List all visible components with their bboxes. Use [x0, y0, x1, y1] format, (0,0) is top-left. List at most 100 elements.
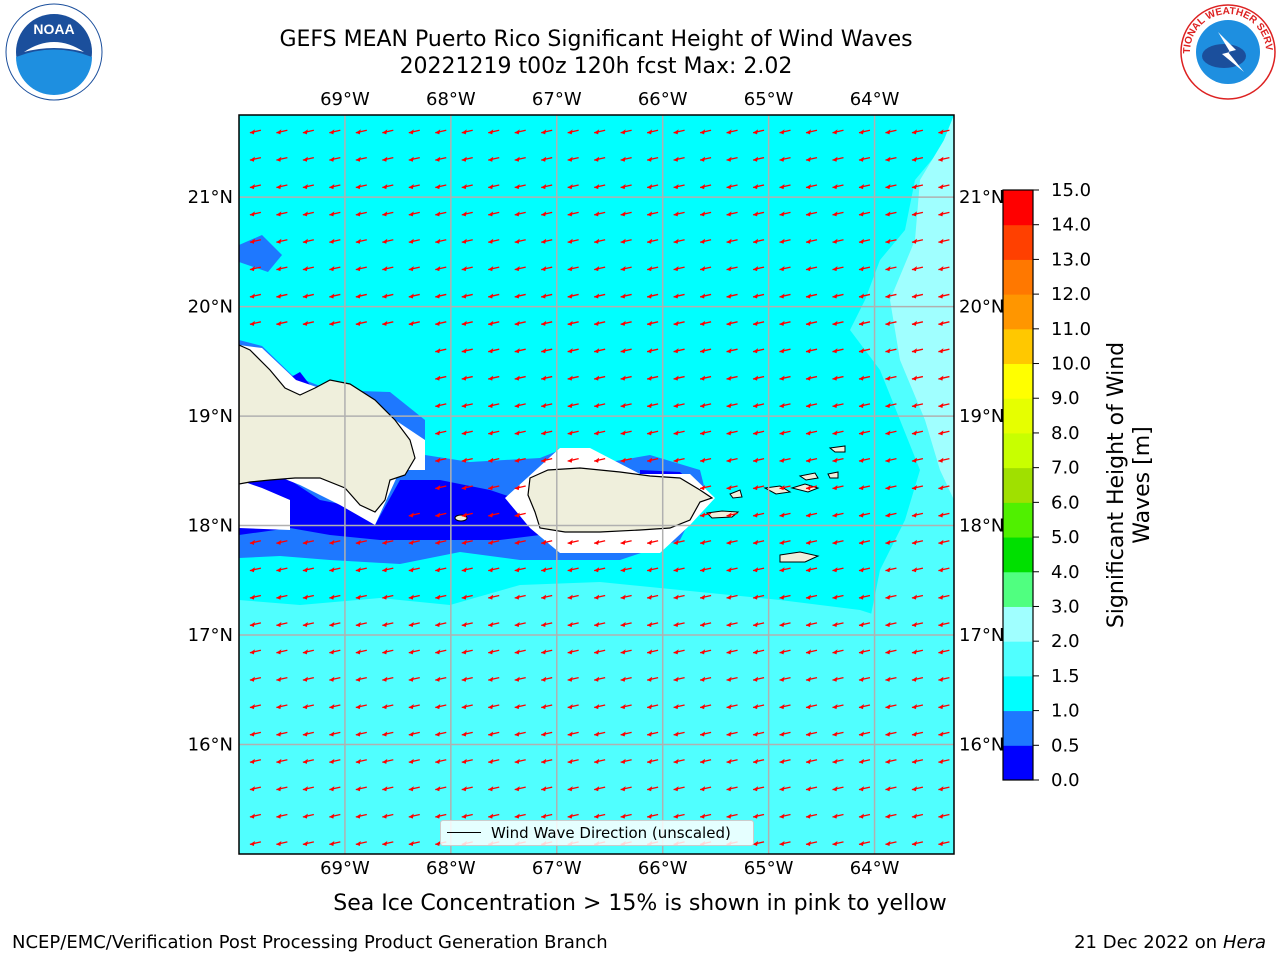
arrow-head [382, 129, 388, 135]
arrow-head [911, 211, 917, 217]
arrow-head [435, 348, 441, 354]
wind-wave-arrow [805, 320, 818, 326]
arrow-head [779, 676, 785, 682]
wind-wave-arrow [752, 348, 765, 354]
wind-wave-arrow [567, 567, 579, 573]
wind-wave-arrow [832, 156, 844, 162]
wind-wave-arrow [620, 457, 632, 463]
arrow-head [408, 649, 414, 655]
lat-tick-label: 18°N [188, 516, 233, 537]
arrow-head [488, 512, 494, 518]
wind-wave-arrow [355, 621, 367, 627]
arrow-head [408, 786, 414, 792]
wind-wave-arrow [461, 184, 473, 190]
arrow-head [567, 238, 573, 244]
arrow-head [355, 786, 361, 792]
arrow-head [461, 758, 467, 764]
arrow-head [911, 567, 917, 573]
wind-wave-arrow [673, 786, 685, 792]
wind-wave-arrow [858, 594, 871, 600]
wind-wave-arrow [832, 457, 844, 463]
arrow-head [858, 567, 864, 573]
arrow-head [514, 539, 520, 545]
arrow-head [726, 375, 732, 381]
lon-tick-label: 65°W [744, 858, 794, 879]
wind-wave-arrow [382, 621, 394, 627]
arrow-head [541, 320, 547, 326]
arrow-head [779, 539, 785, 545]
arrow-head [911, 840, 917, 846]
wind-wave-arrow [832, 512, 844, 518]
wind-wave-arrow [620, 375, 632, 381]
wind-wave-arrow [938, 840, 950, 846]
wind-wave-arrow [329, 840, 341, 846]
arrow-head [753, 676, 759, 682]
wind-wave-arrow [885, 293, 897, 299]
arrow-head [858, 704, 864, 710]
wind-wave-arrow [699, 485, 712, 491]
arrow-head [408, 840, 414, 846]
wind-wave-arrow [594, 676, 606, 682]
wind-wave-arrow [858, 567, 871, 573]
arrow-head [541, 266, 547, 272]
lat-tick-label: 19°N [188, 406, 233, 427]
arrow-head [408, 621, 414, 627]
lon-tick-label: 66°W [638, 89, 688, 110]
wind-wave-arrow [885, 567, 897, 573]
arrow-head [461, 184, 467, 190]
arrow-head [435, 649, 441, 655]
wind-wave-arrow [699, 539, 712, 545]
arrow-head [435, 238, 441, 244]
wind-wave-arrow [461, 348, 473, 354]
arrow-head [832, 348, 838, 354]
wind-wave-arrow [885, 539, 897, 545]
wind-wave-arrow [541, 567, 553, 573]
wind-wave-arrow [726, 676, 738, 682]
wind-wave-arrow [355, 676, 367, 682]
wind-wave-arrow [514, 758, 526, 764]
wind-wave-arrow [488, 649, 500, 655]
arrow-head [461, 731, 467, 737]
arrow-head [488, 348, 494, 354]
arrow-head [806, 211, 811, 217]
colorbar-tick-label: 14.0 [1051, 215, 1091, 236]
arrow-head [514, 430, 520, 436]
arrow-head [832, 758, 838, 764]
arrow-head [355, 129, 361, 135]
arrow-head [753, 594, 759, 600]
arrow-head [435, 676, 441, 682]
credit-host: Hera [1222, 932, 1266, 953]
wind-wave-arrow [752, 129, 765, 135]
wind-wave-arrow [541, 211, 553, 217]
arrow-head [779, 156, 785, 162]
wind-wave-arrow [699, 266, 712, 272]
wind-wave-arrow [461, 293, 473, 299]
arrow-head [673, 621, 679, 627]
wind-wave-arrow [488, 567, 500, 573]
wind-wave-arrow [699, 704, 712, 710]
wind-wave-arrow [646, 786, 659, 792]
wind-wave-arrow [594, 539, 606, 545]
island-culebra [729, 489, 743, 499]
arrow-head [700, 567, 706, 573]
arrow-head [461, 485, 467, 491]
arrow-head [355, 567, 361, 573]
wind-wave-arrow [938, 457, 950, 463]
arrow-head [461, 786, 467, 792]
arrow-head [911, 539, 917, 545]
arrow-head [408, 704, 414, 710]
arrow-head [249, 594, 255, 600]
wind-wave-arrow [620, 676, 632, 682]
arrow-head [806, 266, 811, 272]
arrow-head [620, 567, 626, 573]
wind-wave-arrow [408, 320, 420, 326]
wind-wave-arrow [408, 676, 420, 682]
arrow-head [541, 430, 547, 436]
arrow-head [620, 375, 626, 381]
wind-wave-arrow [858, 649, 871, 655]
arrow-head [408, 211, 414, 217]
arrow-head [329, 293, 335, 299]
arrow-head [514, 731, 520, 737]
arrow-head [673, 813, 679, 819]
arrow-head [567, 156, 573, 162]
